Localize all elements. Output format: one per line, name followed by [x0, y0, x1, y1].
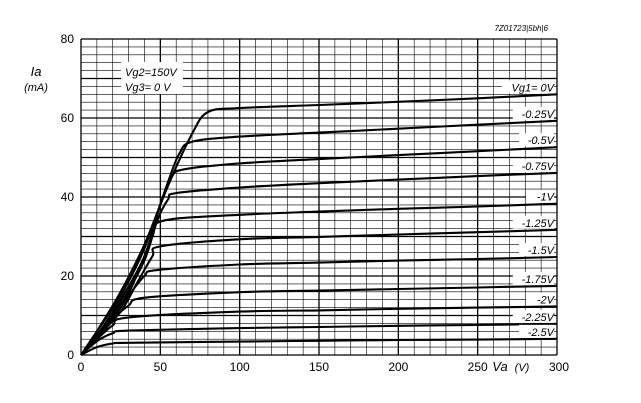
- curve-label: -2.5V: [528, 327, 556, 339]
- curve-label-bg: [519, 133, 554, 147]
- drawing-reference: 7Z01723|5bh|6: [494, 24, 548, 33]
- curve-1: [80, 119, 558, 356]
- x-tick-label: 150: [309, 360, 329, 374]
- curve-0: [80, 93, 558, 356]
- curve-label-bg: [526, 292, 554, 306]
- y-axis-label: Ia: [31, 64, 42, 79]
- curve-label: -0.25V: [522, 109, 556, 121]
- y-axis-unit: (mA): [24, 82, 48, 94]
- y-tick-label: 60: [61, 111, 75, 125]
- curve-7: [80, 284, 558, 356]
- curve-label-bg: [519, 324, 554, 338]
- conditions-box: [121, 62, 183, 94]
- curve-label-bg: [512, 106, 554, 120]
- x-axis-label: Va: [492, 359, 507, 374]
- curve-label-bg: [512, 271, 554, 285]
- x-tick-label: 200: [388, 360, 408, 374]
- curve-label-bg: [512, 309, 554, 323]
- curve-label: -2.25V: [522, 312, 556, 324]
- curve-label-bg: [519, 243, 554, 257]
- curve-label: -1.25V: [522, 218, 556, 230]
- x-tick-labels: 0 50 100 150 200 250 300: [78, 360, 570, 374]
- y-tick-label: 40: [61, 190, 75, 204]
- curve-2: [80, 146, 558, 356]
- x-tick-label: 100: [230, 360, 250, 374]
- curve-9: [80, 322, 558, 356]
- curve-label: -1.75V: [522, 274, 556, 286]
- y-tick-label: 80: [61, 32, 75, 46]
- y-tick-label: 0: [67, 348, 74, 362]
- x-tick-label: 250: [468, 360, 488, 374]
- curve-label: -1V: [537, 192, 556, 204]
- curve-label-bg: [502, 80, 554, 94]
- x-tick-label: 300: [549, 360, 569, 374]
- x-tick-label: 0: [78, 360, 85, 374]
- curve-3: [80, 171, 558, 356]
- curve-label: -1.5V: [528, 245, 556, 257]
- curve-label-bg: [512, 158, 554, 172]
- y-tick-label: 20: [61, 269, 75, 283]
- x-tick-label: 50: [154, 360, 168, 374]
- characteristic-curves: [80, 93, 558, 356]
- condition-vg2: Vg2=150V: [125, 67, 178, 79]
- curve-label-bg: [526, 189, 554, 203]
- curve-10: [80, 337, 558, 356]
- curve-label: Vg1= 0V: [511, 82, 555, 94]
- curve-label-bg: [512, 215, 554, 229]
- curve-label: -0.75V: [522, 161, 556, 173]
- x-axis-unit: (V): [515, 362, 530, 374]
- curve-8: [80, 305, 558, 356]
- y-tick-labels: 0 20 40 60 80: [61, 32, 75, 362]
- curve-label: -0.5V: [528, 135, 556, 147]
- curve-label: -2V: [537, 294, 556, 306]
- condition-vg3: Vg3= 0 V: [125, 82, 172, 94]
- curve-labels: Vg1= 0V -0.25V -0.5V -0.75V -1V -1.25V -1.5V -1…: [502, 80, 556, 339]
